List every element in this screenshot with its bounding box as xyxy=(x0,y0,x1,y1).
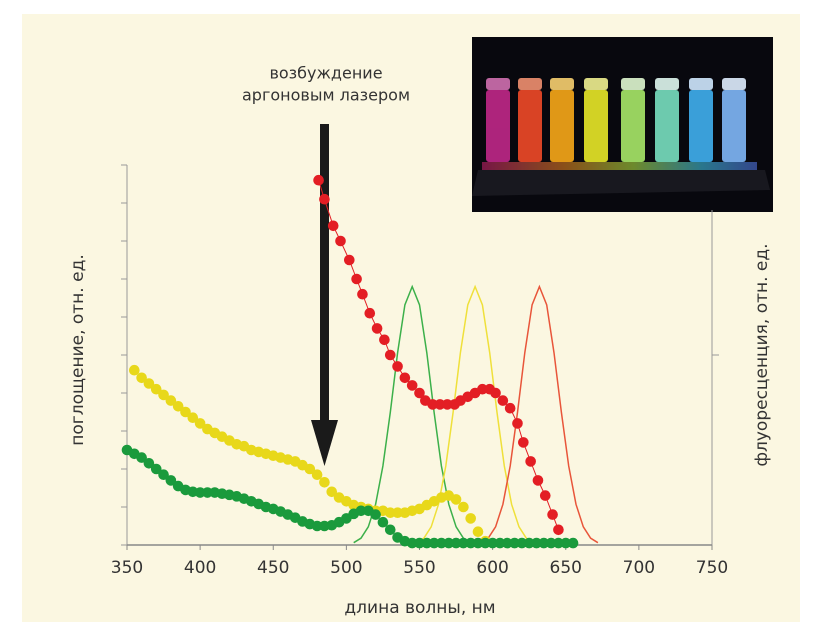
data-point xyxy=(505,403,516,414)
x-tick-label: 400 xyxy=(184,558,216,578)
x-tick-label: 550 xyxy=(403,558,435,578)
data-point xyxy=(370,509,381,520)
chart: возбуждение аргоновым лазером длина волн… xyxy=(0,0,821,637)
photo xyxy=(472,37,773,212)
data-point xyxy=(319,194,330,205)
annotation: возбуждение xyxy=(269,64,382,83)
data-point xyxy=(129,365,140,376)
data-point xyxy=(319,477,330,488)
data-point xyxy=(490,388,501,399)
data-point xyxy=(351,274,362,285)
data-point xyxy=(392,361,403,372)
data-point xyxy=(372,323,383,334)
data-point xyxy=(568,538,579,549)
data-point xyxy=(335,236,346,247)
data-point xyxy=(512,418,523,429)
data-point xyxy=(547,509,558,520)
y2-axis-label: флуоресценция, отн. ед. xyxy=(752,243,772,466)
data-point xyxy=(498,395,509,406)
data-point xyxy=(458,502,469,513)
data-point xyxy=(344,255,355,266)
data-point xyxy=(364,308,375,319)
x-tick-label: 600 xyxy=(476,558,508,578)
data-point xyxy=(525,456,536,467)
x-tick-label: 350 xyxy=(111,558,143,578)
data-point xyxy=(400,373,411,384)
x-tick-label: 450 xyxy=(257,558,289,578)
x-tick-label: 750 xyxy=(696,558,728,578)
annotation: аргоновым лазером xyxy=(242,86,410,105)
y-axis-label: поглощение, отн. ед. xyxy=(68,254,88,445)
data-point xyxy=(385,350,396,361)
x-tick-label: 700 xyxy=(623,558,655,578)
data-point xyxy=(553,525,564,536)
x-tick-label: 650 xyxy=(550,558,582,578)
data-point xyxy=(407,380,418,391)
data-point xyxy=(379,335,390,346)
data-point xyxy=(378,517,389,528)
data-point xyxy=(451,494,462,505)
data-point xyxy=(518,437,529,448)
data-point xyxy=(312,469,323,480)
x-axis-label: длина волны, нм xyxy=(344,598,495,618)
data-point xyxy=(385,525,396,536)
data-point xyxy=(328,221,339,232)
page: {"chart_data": {"type": "scatter", "xlab… xyxy=(0,0,821,637)
data-point xyxy=(357,289,368,300)
data-point xyxy=(465,513,476,524)
data-point xyxy=(313,175,324,186)
data-point xyxy=(533,475,544,486)
data-point xyxy=(473,526,484,537)
data-point xyxy=(540,490,551,501)
x-tick-label: 500 xyxy=(330,558,362,578)
